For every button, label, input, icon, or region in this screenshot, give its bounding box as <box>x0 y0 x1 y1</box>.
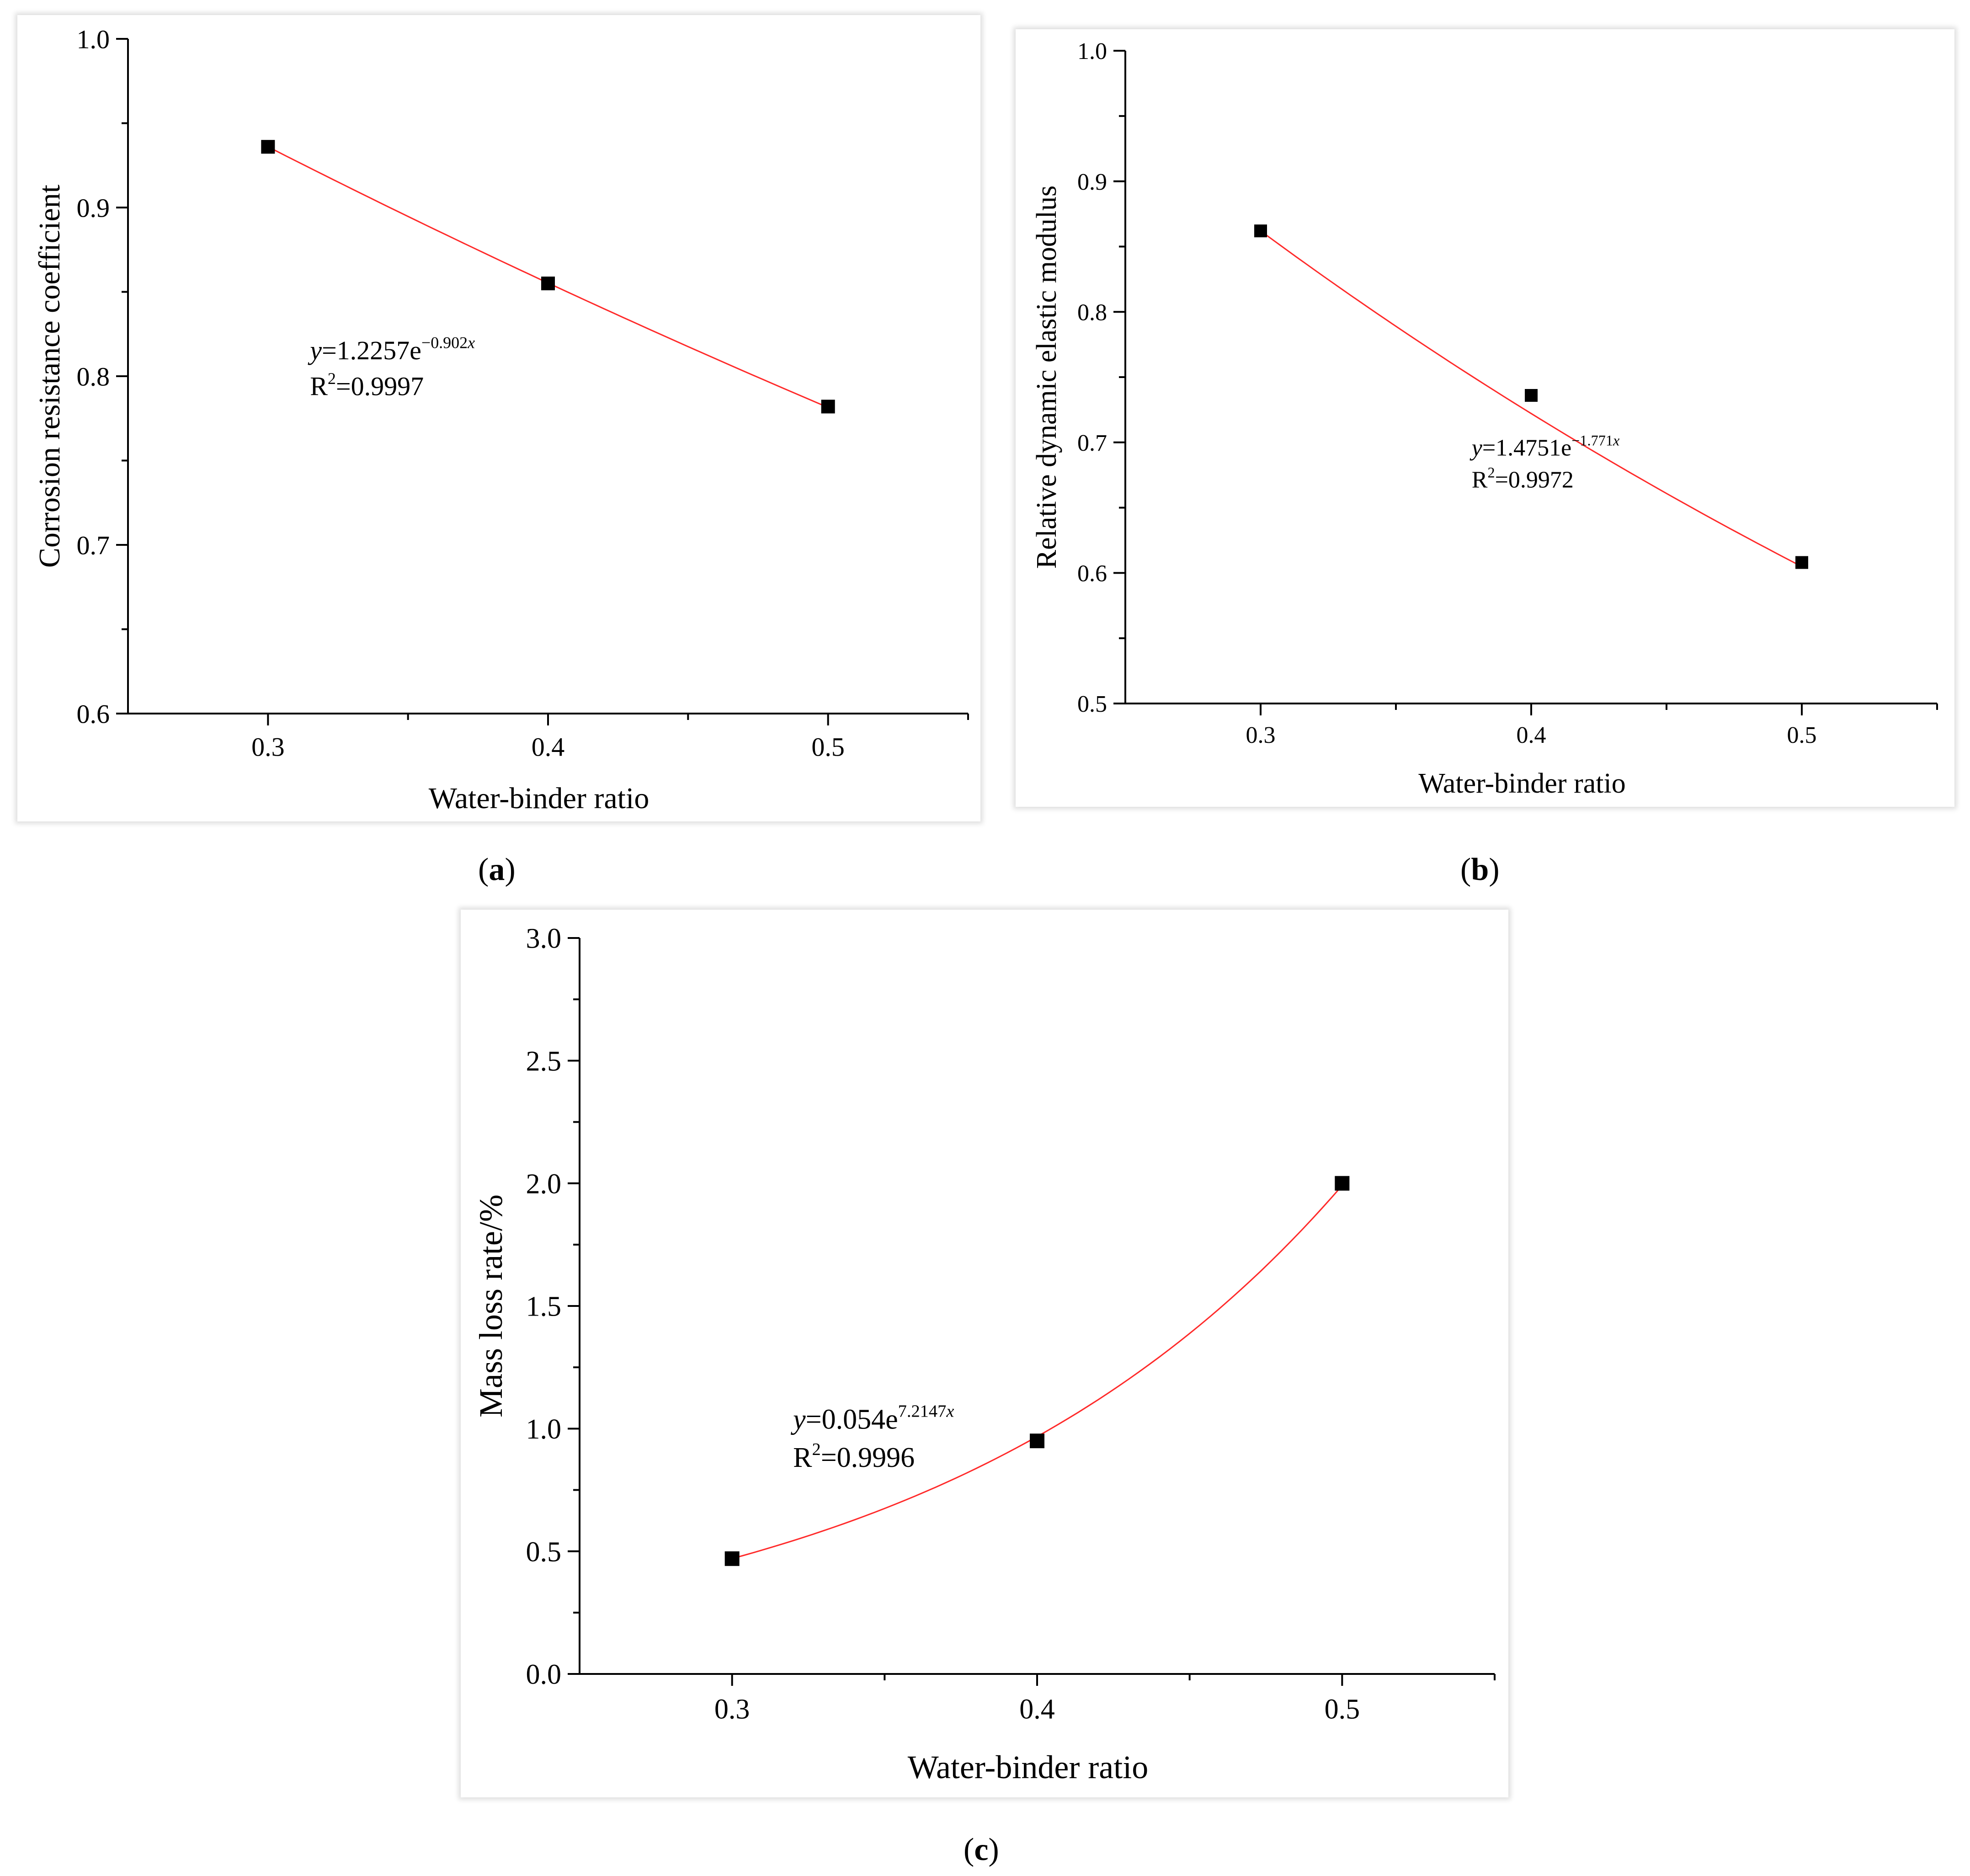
y-tick-label: 0.5 <box>526 1536 562 1567</box>
y-tick-label: 0.8 <box>1077 299 1107 325</box>
r-squared-label: R2=0.9997 <box>310 369 424 401</box>
x-axis-label: Water-binder ratio <box>908 1749 1149 1785</box>
chart-panel-b: 0.5 0.6 0.7 0.8 0.9 1.0 0.3 0.4 0.5 Water-binder … <box>1016 29 1954 807</box>
data-point <box>1254 224 1267 238</box>
data-point <box>261 140 275 154</box>
y-tick-label: 0.6 <box>77 699 110 729</box>
y-tick-label: 2.5 <box>526 1046 562 1077</box>
caption-c: (c) <box>964 1832 999 1867</box>
caption-c-letter: c <box>974 1832 989 1867</box>
y-tick-label: 1.0 <box>1077 38 1107 64</box>
fit-curve <box>1260 230 1802 567</box>
y-tick-label: 0.7 <box>77 530 110 560</box>
x-tick-label: 0.5 <box>1787 722 1817 748</box>
y-axis-label: Relative dynamic elastic modulus <box>1031 186 1062 569</box>
y-tick-label: 0.0 <box>526 1659 562 1690</box>
data-point <box>724 1551 740 1566</box>
x-axis-label: Water-binder ratio <box>1418 768 1625 799</box>
fit-curve <box>732 1185 1343 1560</box>
x-tick-label: 0.3 <box>251 732 285 762</box>
data-point <box>1795 556 1808 569</box>
y-tick-label: 0.9 <box>77 193 110 223</box>
x-tick-label: 0.4 <box>1517 722 1546 748</box>
y-tick-label: 0.9 <box>1077 169 1107 195</box>
fit-equation: y=0.054e7.2147x <box>790 1402 954 1435</box>
x-tick-label: 0.4 <box>532 732 565 762</box>
caption-b: (b) <box>1460 852 1500 887</box>
y-tick-label: 1.5 <box>526 1291 562 1322</box>
caption-b-letter: b <box>1471 852 1489 887</box>
y-tick-label: 3.0 <box>526 923 562 954</box>
y-tick-label: 1.0 <box>77 24 110 54</box>
chart-panel-a: 0.6 0.7 0.8 0.9 1.0 0.3 0.4 0.5 Water-binder rat… <box>17 15 980 821</box>
fit-equation: y=1.2257e−0.902x <box>308 334 475 365</box>
data-point <box>1030 1434 1044 1449</box>
data-point <box>541 277 555 291</box>
y-tick-label: 2.0 <box>526 1168 562 1199</box>
r-squared-label: R2=0.9972 <box>1472 464 1574 493</box>
chart-panel-c: 0.0 0.5 1.0 1.5 2.0 2.5 3.0 0.3 0.4 0.5 Water-bind… <box>461 910 1508 1797</box>
y-axis-label: Corrosion resistance coefficient <box>33 185 66 568</box>
x-axis-label: Water-binder ratio <box>429 782 650 815</box>
caption-a-letter: a <box>489 852 505 887</box>
y-tick-label: 0.8 <box>77 362 110 391</box>
y-tick-label: 1.0 <box>526 1414 562 1445</box>
x-tick-label: 0.4 <box>1019 1694 1055 1725</box>
chart-b: 0.5 0.6 0.7 0.8 0.9 1.0 0.3 0.4 0.5 Water-binder … <box>1031 38 1938 799</box>
x-tick-label: 0.5 <box>1325 1694 1360 1725</box>
chart-a: 0.6 0.7 0.8 0.9 1.0 0.3 0.4 0.5 Water-binder rat… <box>33 24 969 815</box>
x-tick-label: 0.3 <box>714 1694 750 1725</box>
data-point <box>821 400 835 414</box>
x-tick-label: 0.3 <box>1246 722 1276 748</box>
y-tick-label: 0.6 <box>1077 561 1107 587</box>
y-tick-label: 0.5 <box>1077 691 1107 717</box>
data-point <box>1525 389 1538 402</box>
y-tick-label: 0.7 <box>1077 430 1107 456</box>
y-axis-label: Mass loss rate/% <box>473 1194 509 1418</box>
r-squared-label: R2=0.9996 <box>793 1440 915 1473</box>
data-point <box>1335 1176 1350 1191</box>
x-tick-label: 0.5 <box>811 732 845 762</box>
caption-a: (a) <box>478 852 516 887</box>
chart-c: 0.0 0.5 1.0 1.5 2.0 2.5 3.0 0.3 0.4 0.5 Water-bind… <box>473 923 1496 1785</box>
fit-equation: y=1.4751e−1.771x <box>1470 432 1620 461</box>
